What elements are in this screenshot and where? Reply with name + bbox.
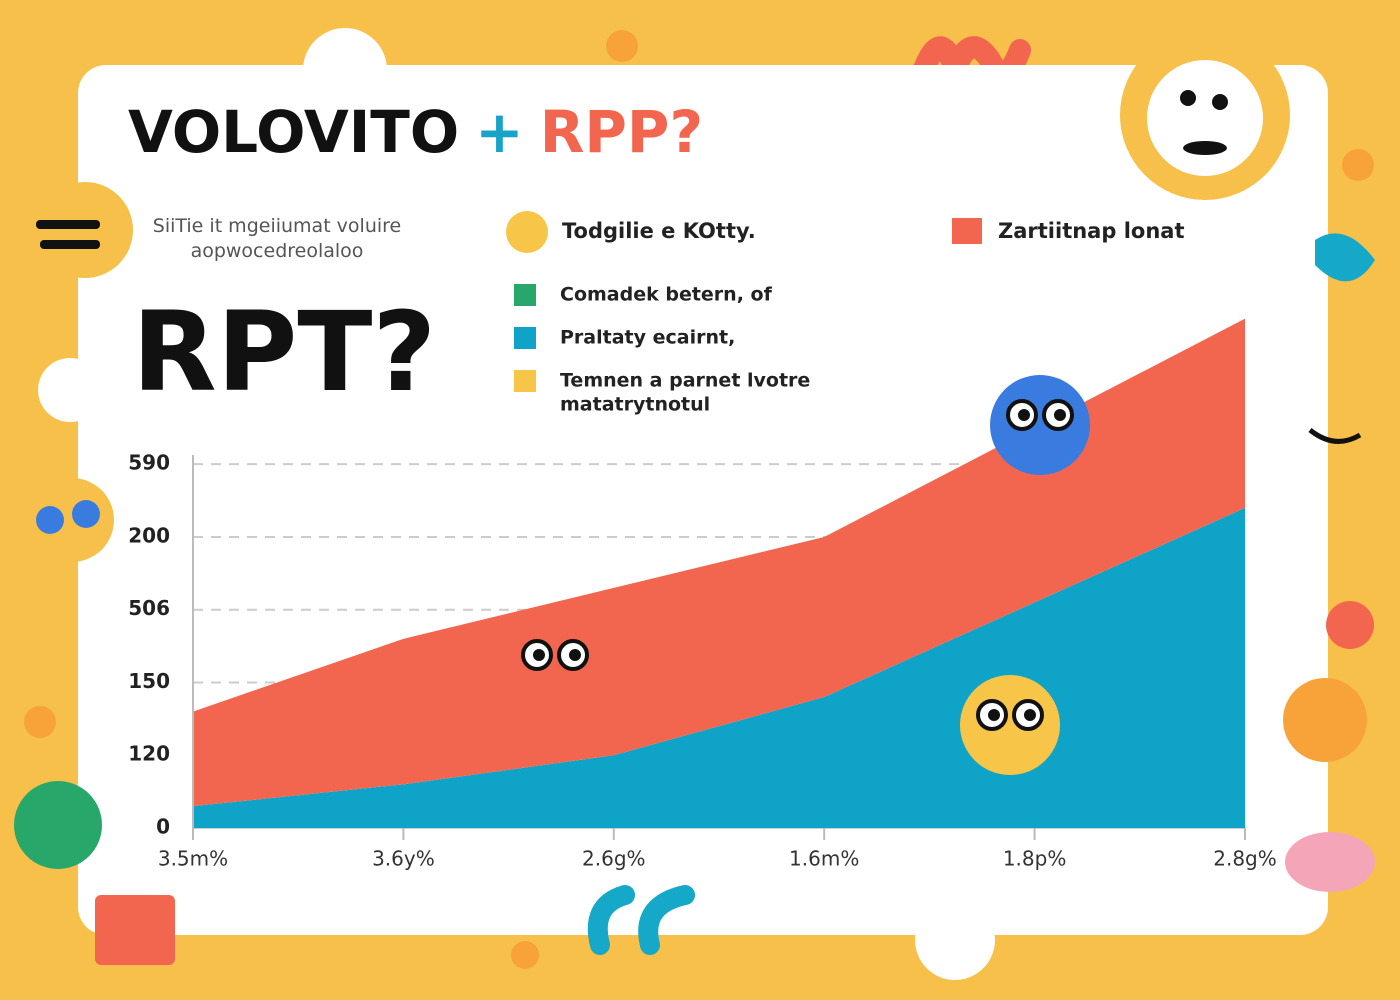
decor-dot [606, 30, 638, 62]
decor-dot [24, 706, 56, 738]
decor-character [505, 615, 605, 715]
decor-pot [95, 895, 175, 965]
legend-label: Praltaty ecairnt, [560, 327, 735, 349]
y-tick-label: 120 [128, 742, 170, 766]
decor-pupil [569, 649, 581, 661]
decor-eye [1212, 94, 1228, 110]
decor-dot [1283, 678, 1367, 762]
headline: RPT? [132, 288, 436, 416]
legend-label: Comadek betern, of [560, 284, 773, 306]
decor-character [30, 478, 114, 562]
legend-swatch [506, 211, 548, 253]
decor-circle [915, 900, 995, 980]
legend-label: Zartiitnap lonat [998, 219, 1184, 243]
decor-circle [38, 358, 102, 422]
x-tick-label: 1.8p% [1003, 847, 1067, 871]
y-tick-label: 200 [128, 523, 170, 547]
y-tick-label: 150 [128, 669, 170, 693]
legend-swatch [514, 370, 536, 392]
decor-quote [587, 885, 695, 955]
decor-line [36, 220, 100, 229]
decor-dot [511, 941, 539, 969]
decor-blob [1285, 832, 1375, 892]
y-tick-label: 590 [128, 451, 170, 475]
decor-smile [1308, 428, 1362, 444]
x-tick-label: 3.6y% [372, 847, 435, 871]
decor-heart [1315, 233, 1375, 282]
legend-label: Todgilie e KOtty. [562, 219, 756, 243]
subtitle: SiiTie it mgeiiumat voluire [153, 215, 401, 237]
x-tick-label: 2.6g% [582, 847, 646, 871]
x-tick-label: 2.8g% [1213, 847, 1277, 871]
legend-swatch [514, 284, 536, 306]
title-text: VOLOVITO + RPP? [128, 98, 703, 166]
legend-label: Temnen a parnet lvotre [560, 370, 810, 392]
decor-pupil [1054, 409, 1066, 421]
x-tick-label: 1.6m% [789, 847, 859, 871]
subtitle: aopwocedreolaloo [191, 240, 364, 262]
y-tick-label: 0 [156, 815, 170, 839]
decor-mouth [1183, 141, 1227, 155]
decor-pupil [1018, 409, 1030, 421]
decor-pupil [988, 709, 1000, 721]
x-tick-label: 3.5m% [158, 847, 228, 871]
decor-circle [37, 182, 133, 278]
decor-face [1147, 60, 1263, 176]
area [193, 318, 1245, 807]
decor-dot [1342, 149, 1374, 181]
decor-line [40, 240, 100, 249]
decor-balloon [14, 781, 102, 869]
decor-pupil [1024, 709, 1036, 721]
decor-eye [1180, 90, 1196, 106]
title: VOLOVITO + RPP? [128, 98, 703, 166]
decor-dot [1326, 601, 1374, 649]
title-part: VOLOVITO [128, 98, 459, 166]
decor-character [960, 675, 1060, 775]
legend-swatch [514, 327, 536, 349]
y-tick-label: 506 [128, 596, 170, 620]
decor-pupil [533, 649, 545, 661]
title-part: RPP? [540, 98, 703, 166]
title-part: + [475, 98, 524, 166]
decor-eye [72, 500, 100, 528]
legend-label: matatrytnotul [560, 394, 710, 416]
decor-eye [36, 506, 64, 534]
decor-character [990, 375, 1090, 475]
legend-swatch [952, 218, 982, 244]
